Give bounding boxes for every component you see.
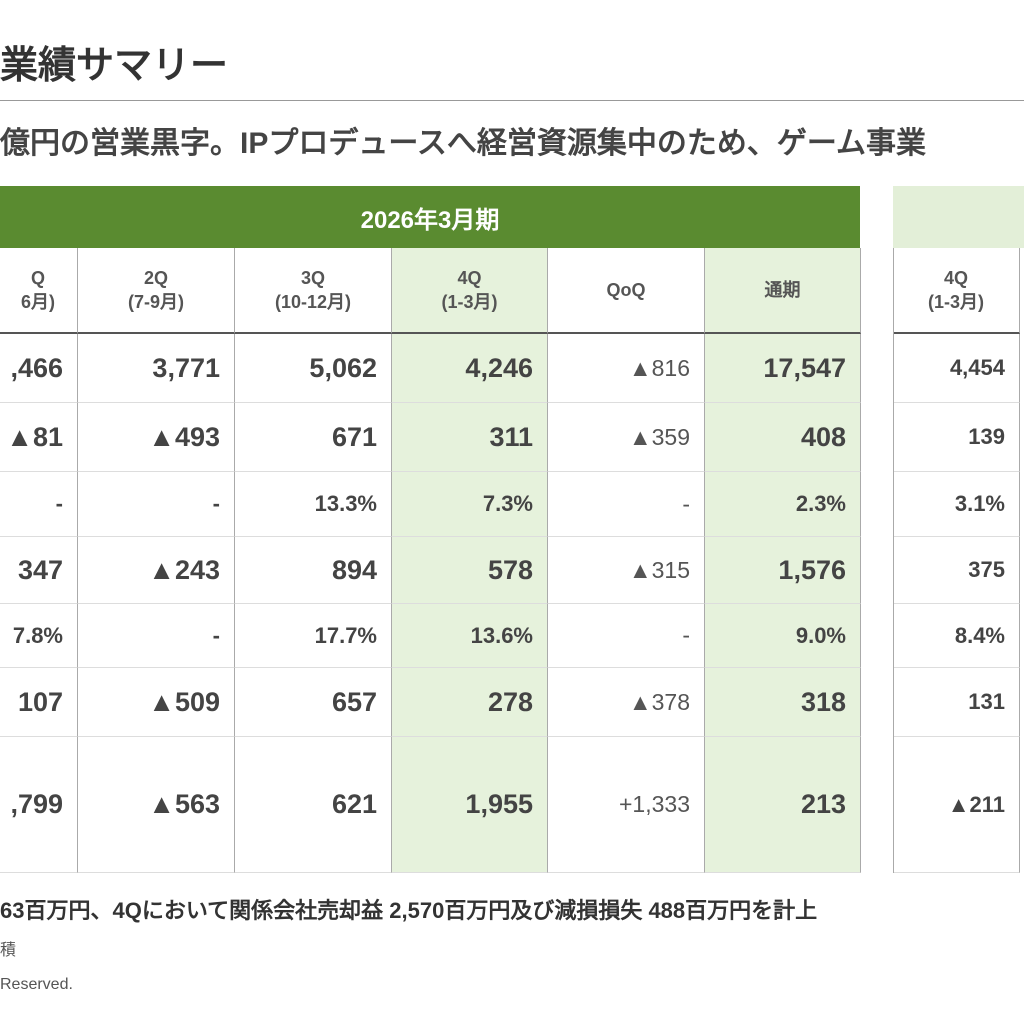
table-cell: ▲211 <box>893 737 1020 873</box>
footnote: 63百万円、4Qにおいて関係会社売却益 2,570百万円及び減損損失 488百万… <box>0 898 818 923</box>
table-cell: 3.1% <box>893 472 1020 537</box>
table-cell: - <box>0 472 78 537</box>
table-edge <box>893 248 894 873</box>
table-cell: ▲315 <box>548 537 705 604</box>
table-cell: ▲81 <box>0 403 78 472</box>
column-header-text: 4Q <box>457 268 482 288</box>
table-cell: 4,246 <box>392 334 548 403</box>
table-cell: - <box>78 472 235 537</box>
table-cell: ▲816 <box>548 334 705 403</box>
column-header-text: (1-3月) <box>927 292 984 312</box>
table-cell: ▲493 <box>78 403 235 472</box>
table-cell: 894 <box>235 537 392 604</box>
table-cell: 107 <box>0 668 78 737</box>
table-cell: 657 <box>235 668 392 737</box>
column-header: QoQ <box>548 248 705 334</box>
table-cell: 7.8% <box>0 604 78 668</box>
table-cell: 311 <box>392 403 548 472</box>
table-cell: 278 <box>392 668 548 737</box>
column-header-text: 3Q <box>300 268 325 288</box>
table-cell: ▲378 <box>548 668 705 737</box>
column-header-text: QoQ <box>606 280 646 300</box>
table-cell: ▲563 <box>78 737 235 873</box>
title-rule <box>0 100 1024 101</box>
column-header-text: 通期 <box>764 280 801 300</box>
column-header: 2Q (7-9月) <box>78 248 235 334</box>
column-header-text: (7-9月) <box>127 292 184 312</box>
footnote: 積 <box>0 942 17 959</box>
table-cell: ,799 <box>0 737 78 873</box>
period-header: 2026年3月期 <box>0 186 860 248</box>
column-header: 通期 <box>705 248 861 334</box>
table-cell: 5,062 <box>235 334 392 403</box>
table-cell: 9.0% <box>705 604 861 668</box>
column-header-text: Q <box>30 268 45 288</box>
table-cell: - <box>548 604 705 668</box>
table-cell: 17.7% <box>235 604 392 668</box>
table-cell: ▲243 <box>78 537 235 604</box>
table-cell: 2.3% <box>705 472 861 537</box>
table-cell: - <box>548 472 705 537</box>
table-cell: 408 <box>705 403 861 472</box>
column-header-text: (1-3月) <box>441 292 498 312</box>
page-title: 業績サマリー <box>0 45 229 87</box>
table-cell: 1,955 <box>392 737 548 873</box>
column-header-text: 6月) <box>20 292 55 312</box>
column-header-text: 2Q <box>143 268 168 288</box>
table-cell: ▲359 <box>548 403 705 472</box>
table-cell: 13.3% <box>235 472 392 537</box>
table-cell: 131 <box>893 668 1020 737</box>
table-cell: 347 <box>0 537 78 604</box>
table-cell: - <box>78 604 235 668</box>
table-cell: 3,771 <box>78 334 235 403</box>
table-cell: ,466 <box>0 334 78 403</box>
table-cell: 7.3% <box>392 472 548 537</box>
table-cell: 13.6% <box>392 604 548 668</box>
table-cell: 139 <box>893 403 1020 472</box>
table-cell: 8.4% <box>893 604 1020 668</box>
table-cell: 213 <box>705 737 861 873</box>
table-cell: 578 <box>392 537 548 604</box>
column-header: 3Q (10-12月) <box>235 248 392 334</box>
right-header <box>893 186 1024 248</box>
table-cell: 17,547 <box>705 334 861 403</box>
table-cell: 318 <box>705 668 861 737</box>
table-cell: 621 <box>235 737 392 873</box>
subtitle: 億円の営業黒字。IPプロデュースへ経営資源集中のため、ゲーム事業 <box>0 127 926 160</box>
column-header-text: 4Q <box>943 268 968 288</box>
table-cell: 1,576 <box>705 537 861 604</box>
table-cell: ▲509 <box>78 668 235 737</box>
table-cell: +1,333 <box>548 737 705 873</box>
table-cell: 4,454 <box>893 334 1020 403</box>
column-header: 4Q (1-3月) <box>392 248 548 334</box>
table-cell: 671 <box>235 403 392 472</box>
copyright: Reserved. <box>0 976 73 993</box>
column-header: Q 6月) <box>0 248 78 334</box>
table-cell: 375 <box>893 537 1020 604</box>
column-header-text: (10-12月) <box>274 292 352 312</box>
column-header: 4Q (1-3月) <box>893 248 1020 334</box>
